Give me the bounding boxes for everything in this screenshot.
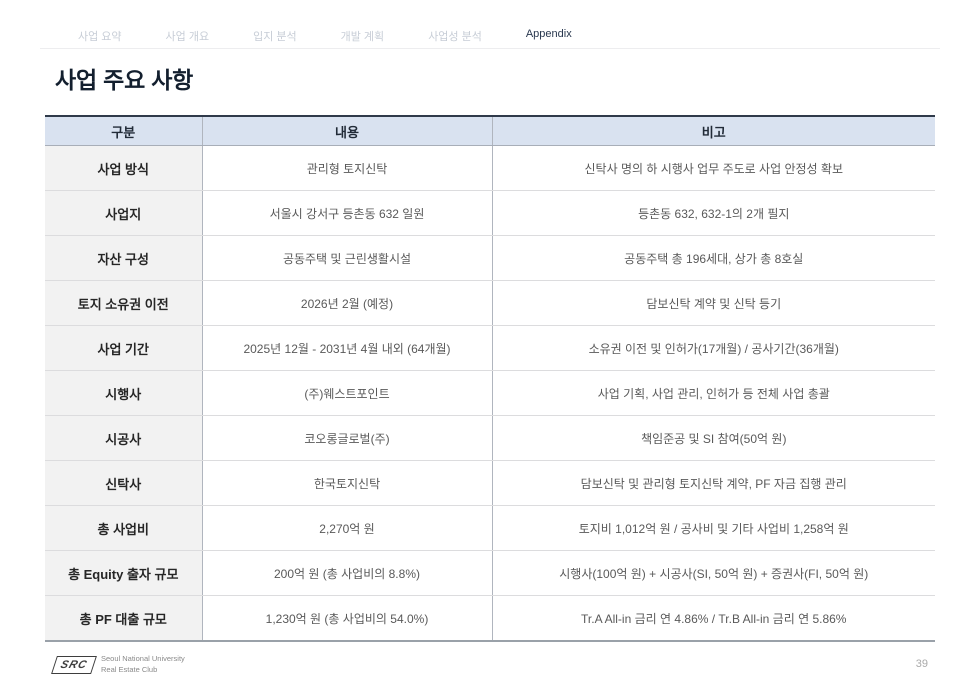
table-row: 토지 소유권 이전 2026년 2월 (예정) 담보신탁 계약 및 신탁 등기 (45, 280, 935, 326)
cell-content: 서울시 강서구 등촌동 632 일원 (201, 190, 492, 236)
tab-business-summary[interactable]: 사업 요약 (78, 31, 122, 43)
page-number: 39 (915, 658, 928, 670)
footer-logo: SRC Seoul National University Real Estat… (51, 654, 185, 675)
table-row: 시행사 (주)웨스트포인트 사업 기획, 사업 관리, 인허가 등 전체 사업 … (45, 370, 935, 416)
cell-content: 200억 원 (총 사업비의 8.8%) (201, 550, 492, 596)
cell-note: 공동주택 총 196세대, 상가 총 8호실 (491, 235, 935, 281)
project-summary-table: 구분 내용 비고 사업 방식 관리형 토지신탁 신탁사 명의 하 시행사 업무 … (45, 115, 935, 642)
cell-content: 2026년 2월 (예정) (201, 280, 492, 326)
cell-note: 소유권 이전 및 인허가(17개월) / 공사기간(36개월) (491, 325, 935, 371)
cell-category: 시공사 (45, 415, 202, 461)
cell-content: 2025년 12월 - 2031년 4월 내외 (64개월) (201, 325, 492, 371)
cell-content: 1,230억 원 (총 사업비의 54.0%) (201, 595, 492, 642)
nav-divider (40, 48, 940, 49)
footer-org-name: Seoul National University Real Estate Cl… (101, 654, 185, 675)
table-row: 총 사업비 2,270억 원 토지비 1,012억 원 / 공사비 및 기타 사… (45, 505, 935, 551)
cell-note: 담보신탁 및 관리형 토지신탁 계약, PF 자금 집행 관리 (491, 460, 935, 506)
table-header-row: 구분 내용 비고 (45, 115, 935, 146)
cell-category: 시행사 (45, 370, 202, 416)
table-row: 총 Equity 출자 규모 200억 원 (총 사업비의 8.8%) 시행사(… (45, 550, 935, 596)
tab-development-plan[interactable]: 개발 계획 (340, 31, 385, 43)
header-note: 비고 (491, 115, 935, 146)
cell-note: 신탁사 명의 하 시행사 업무 주도로 사업 안정성 확보 (491, 145, 935, 191)
page-title: 사업 주요 사항 (55, 67, 194, 93)
cell-note: 사업 기획, 사업 관리, 인허가 등 전체 사업 총괄 (491, 370, 935, 416)
cell-note: 시행사(100억 원) + 시공사(SI, 50억 원) + 증권사(FI, 5… (491, 550, 935, 596)
tab-appendix[interactable]: Appendix (525, 28, 572, 40)
cell-content: 공동주택 및 근린생활시설 (201, 235, 492, 281)
footer-org-line2: Real Estate Club (101, 664, 158, 674)
cell-category: 총 PF 대출 규모 (45, 595, 202, 642)
cell-category: 토지 소유권 이전 (45, 280, 202, 326)
table-row: 사업 방식 관리형 토지신탁 신탁사 명의 하 시행사 업무 주도로 사업 안정… (45, 145, 935, 191)
cell-category: 총 사업비 (45, 505, 202, 551)
cell-content: 한국토지신탁 (201, 460, 492, 506)
table-row: 자산 구성 공동주택 및 근린생활시설 공동주택 총 196세대, 상가 총 8… (45, 235, 935, 281)
cell-category: 신탁사 (45, 460, 202, 506)
table-row: 시공사 코오롱글로벌(주) 책임준공 및 SI 참여(50억 원) (45, 415, 935, 461)
cell-category: 총 Equity 출자 규모 (45, 550, 202, 596)
table-row: 총 PF 대출 규모 1,230억 원 (총 사업비의 54.0%) Tr.A … (45, 595, 935, 642)
cell-content: 2,270억 원 (201, 505, 492, 551)
table-row: 신탁사 한국토지신탁 담보신탁 및 관리형 토지신탁 계약, PF 자금 집행 … (45, 460, 935, 506)
cell-content: (주)웨스트포인트 (201, 370, 492, 416)
cell-category: 사업 방식 (45, 145, 202, 191)
tab-business-overview[interactable]: 사업 개요 (165, 31, 210, 43)
cell-category: 사업지 (45, 190, 202, 236)
cell-note: Tr.A All-in 금리 연 4.86% / Tr.B All-in 금리 … (491, 595, 935, 642)
cell-content: 코오롱글로벌(주) (201, 415, 492, 461)
section-nav: 사업 요약 사업 개요 입지 분석 개발 계획 사업성 분석 Appendix (78, 28, 572, 44)
header-content: 내용 (201, 115, 492, 146)
cell-note: 담보신탁 계약 및 신탁 등기 (491, 280, 935, 326)
cell-note: 토지비 1,012억 원 / 공사비 및 기타 사업비 1,258억 원 (491, 505, 935, 551)
tab-feasibility-analysis[interactable]: 사업성 분석 (428, 31, 482, 43)
footer-org-line1: Seoul National University (101, 654, 185, 663)
cell-category: 사업 기간 (45, 325, 202, 371)
cell-note: 등촌동 632, 632-1의 2개 필지 (491, 190, 935, 236)
table-row: 사업지 서울시 강서구 등촌동 632 일원 등촌동 632, 632-1의 2… (45, 190, 935, 236)
tab-location-analysis[interactable]: 입지 분석 (253, 31, 297, 43)
src-logo-icon: SRC (51, 655, 97, 674)
header-category: 구분 (45, 115, 202, 146)
table-row: 사업 기간 2025년 12월 - 2031년 4월 내외 (64개월) 소유권… (45, 325, 935, 371)
cell-note: 책임준공 및 SI 참여(50억 원) (491, 415, 935, 461)
cell-category: 자산 구성 (45, 235, 202, 281)
cell-content: 관리형 토지신탁 (201, 145, 492, 191)
